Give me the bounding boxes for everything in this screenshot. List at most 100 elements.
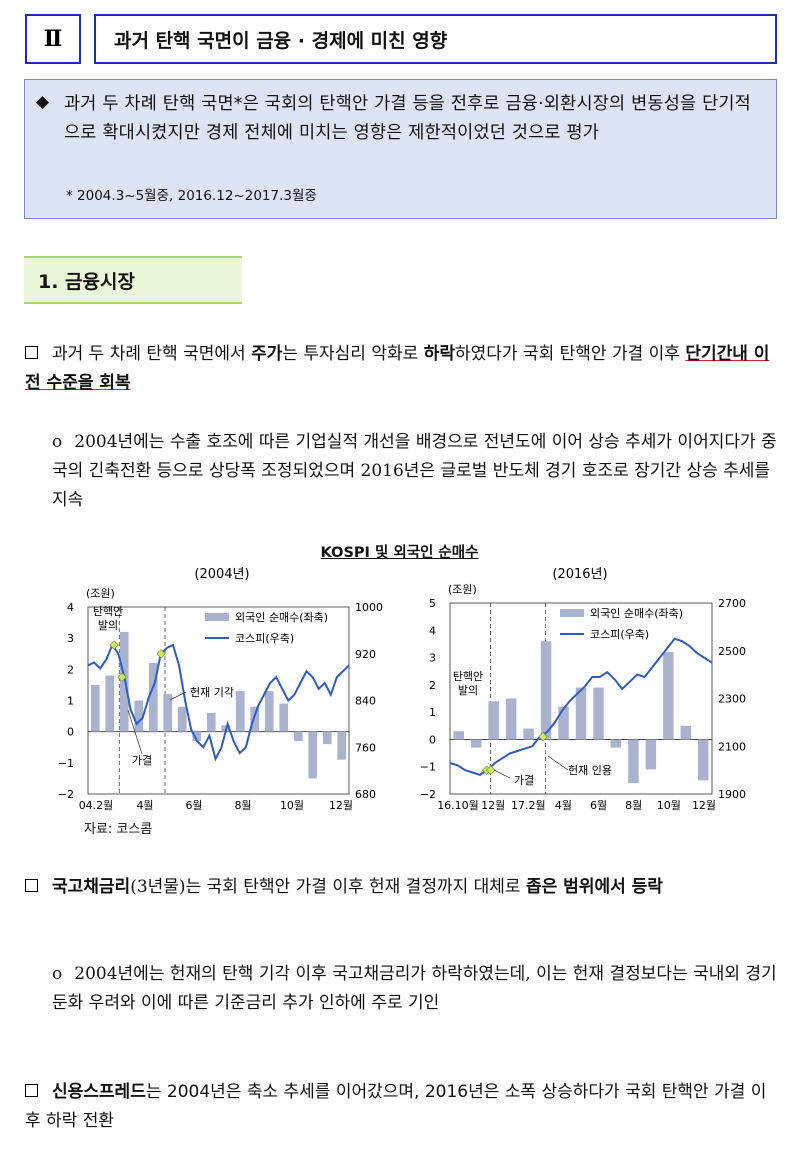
event-marker xyxy=(485,765,496,775)
net-buy-bar xyxy=(453,731,464,740)
annotation-label: 가결 xyxy=(514,774,534,787)
section-number: Ⅱ xyxy=(25,14,81,64)
net-buy-bar xyxy=(134,700,144,732)
checkbox-square-icon xyxy=(25,1084,38,1097)
section-title: 1. 금융시장 xyxy=(24,256,242,304)
legend-bar-swatch xyxy=(560,609,584,617)
net-buy-bar xyxy=(575,687,587,740)
net-buy-bar xyxy=(558,706,569,740)
net-buy-bar xyxy=(470,739,482,748)
x-tick-label: 17.2월 xyxy=(511,799,546,812)
net-buy-bar xyxy=(593,687,604,740)
net-buy-bar xyxy=(163,694,173,732)
net-buy-bar xyxy=(192,731,202,742)
left-tick-label: 0 xyxy=(67,726,74,739)
net-buy-bar xyxy=(105,675,115,732)
annotation-leader xyxy=(547,755,569,771)
summary-box xyxy=(24,79,777,219)
annotation-label: 헌재 기각 xyxy=(190,686,234,699)
net-buy-bar xyxy=(293,731,303,742)
right-tick-label: 1000 xyxy=(355,601,383,614)
left-tick-label: 5 xyxy=(429,597,436,610)
right-tick-label: 2500 xyxy=(718,645,746,658)
x-tick-label: 16.10월 xyxy=(437,799,479,812)
summary-footnote: * 2004.3~5월중, 2016.12~2017.3월중 xyxy=(66,188,317,204)
net-buy-bar xyxy=(279,703,289,732)
left-tick-label: −1 xyxy=(420,761,436,774)
net-buy-bar xyxy=(488,701,499,740)
figure-source: 자료: 코스콤 xyxy=(84,822,153,837)
circle-bullet-icon: o xyxy=(52,432,63,452)
event-marker xyxy=(538,732,548,742)
right-tick-label: 680 xyxy=(355,788,376,801)
x-tick-label: 6월 xyxy=(590,799,607,812)
left-tick-label: 0 xyxy=(429,733,436,746)
x-tick-label: 6월 xyxy=(185,799,202,812)
annotation-label: 탄핵안 xyxy=(93,605,123,618)
x-tick-label: 12월 xyxy=(329,799,353,812)
kospi-line xyxy=(87,642,350,762)
left-tick-label: 2 xyxy=(429,679,436,692)
annotation-label: 발의 xyxy=(458,684,478,697)
x-tick-label: 12월 xyxy=(481,799,505,812)
net-buy-bar xyxy=(337,731,347,760)
right-tick-label: 1900 xyxy=(718,788,746,801)
legend-bar-label: 외국인 순매수(좌축) xyxy=(235,611,328,624)
legend-line-label: 코스피(우축) xyxy=(590,628,649,641)
page-title: 과거 탄핵 국면이 금융 · 경제에 미친 영향 xyxy=(94,14,777,64)
net-buy-bar xyxy=(523,728,534,740)
legend-bar-swatch xyxy=(205,613,229,621)
paragraph-stock-detail: o 2004년에는 수출 호조에 따른 기업실적 개선을 배경으로 전년도에 이어… xyxy=(52,432,777,510)
net-buy-bar xyxy=(177,706,187,732)
net-buy-bar xyxy=(698,739,709,781)
net-buy-bar xyxy=(663,652,674,740)
right-tick-label: 2700 xyxy=(718,597,746,610)
checkbox-square-icon xyxy=(25,879,38,892)
annotation-leader xyxy=(127,709,143,755)
net-buy-bar xyxy=(322,731,332,745)
legend-line-label: 코스피(우축) xyxy=(235,632,294,645)
checkbox-square-icon xyxy=(25,346,38,359)
event-marker xyxy=(117,672,127,682)
left-axis-unit: (조원) xyxy=(86,587,115,600)
x-tick-label: 8월 xyxy=(234,799,251,812)
paragraph-bond-detail: o 2004년에는 헌재의 탄핵 기각 이후 국고채금리가 하락하였는데, 이는 … xyxy=(52,964,777,1013)
left-tick-label: −1 xyxy=(58,757,74,770)
paragraph-credit-spread: 신용스프레드는 2004년은 축소 추세를 이어갔으며, 2016년은 소폭 상… xyxy=(25,1082,767,1131)
legend-bar-label: 외국인 순매수(좌축) xyxy=(590,607,683,620)
net-buy-bar xyxy=(308,731,318,779)
annotation-label: 가결 xyxy=(132,754,152,767)
chart-subtitle: (2016년) xyxy=(552,567,607,582)
net-buy-bar xyxy=(148,663,158,732)
diamond-bullet-icon: ◆ xyxy=(36,92,50,112)
left-axis-unit: (조원) xyxy=(448,583,477,596)
x-tick-label: 10월 xyxy=(280,799,304,812)
right-tick-label: 840 xyxy=(355,695,376,708)
net-buy-bar xyxy=(119,631,129,732)
left-tick-label: 4 xyxy=(67,601,74,614)
chart-subtitle: (2004년) xyxy=(194,567,249,582)
right-tick-label: 760 xyxy=(355,741,376,754)
x-tick-label: 4월 xyxy=(136,799,153,812)
net-buy-bar xyxy=(645,739,657,770)
right-tick-label: 2300 xyxy=(718,693,746,706)
figure-title: KOSPI 및 외국인 순매수 xyxy=(320,545,479,561)
kospi-line xyxy=(449,637,713,776)
x-tick-label: 10월 xyxy=(657,799,681,812)
annotation-label: 탄핵안 xyxy=(453,670,483,683)
left-tick-label: 4 xyxy=(429,624,436,637)
paragraph-bond: 국고채금리(3년물)는 국회 탄핵안 가결 이후 헌재 결정까지 대체로 좁은 … xyxy=(25,873,780,902)
circle-bullet-icon: o xyxy=(52,964,63,984)
x-tick-label: 8월 xyxy=(625,799,642,812)
net-buy-bar xyxy=(540,641,552,740)
annotation-leader xyxy=(169,691,187,701)
net-buy-bar xyxy=(680,725,692,740)
net-buy-bar xyxy=(264,691,274,732)
kospi-charts: (2004년) (조원) 4 3 2 1 0 −1 −2 1000 920 840 760 680 04.2… xyxy=(58,567,746,812)
chart-2004: (2004년) (조원) 4 3 2 1 0 −1 −2 1000 920 840 760 680 04.2… xyxy=(58,567,383,812)
left-tick-label: −2 xyxy=(58,788,74,801)
annotation-label: 헌재 인용 xyxy=(568,764,612,777)
plot-frame xyxy=(87,606,350,795)
net-buy-bar xyxy=(250,706,260,732)
annotation-leader xyxy=(493,769,511,779)
